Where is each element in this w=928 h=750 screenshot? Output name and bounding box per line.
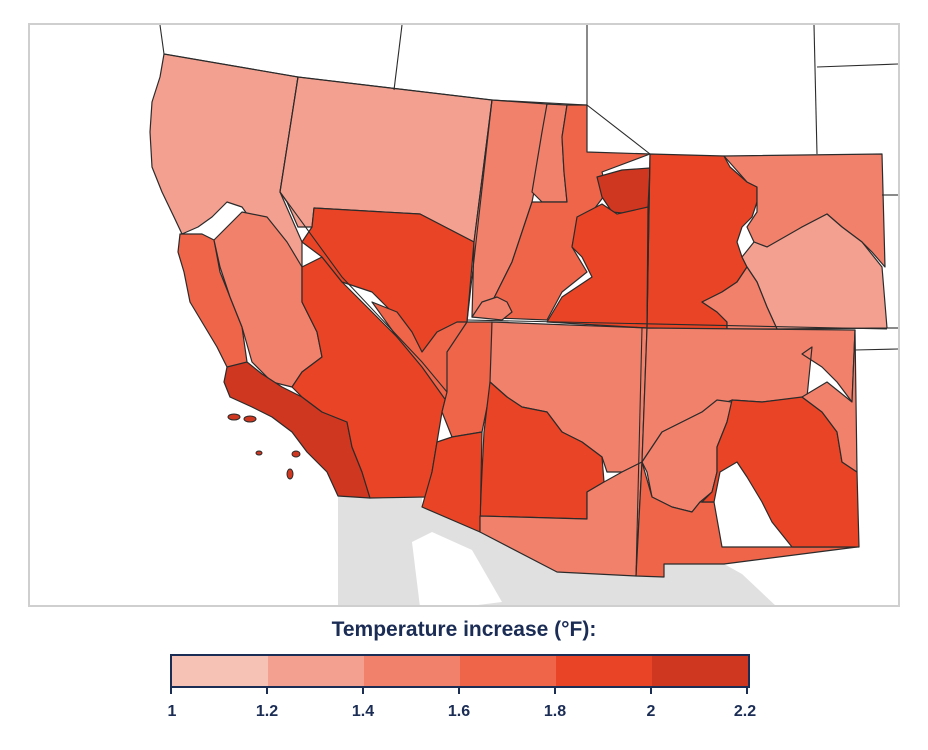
region-east-new-mexico [801, 329, 858, 473]
channel-islands [227, 413, 301, 480]
legend-tick [170, 686, 172, 694]
border-wy [586, 25, 651, 155]
choropleth-map [149, 25, 898, 605]
region-east-utah [546, 203, 649, 329]
border-four-corners-ew [466, 319, 888, 330]
legend-tick [650, 686, 652, 694]
legend-swatch-5 [556, 656, 652, 686]
region-south-new-mexico [635, 461, 858, 578]
legend-tick [362, 686, 364, 694]
baja-gulf [412, 532, 502, 605]
legend-tick-label: 1.4 [351, 703, 375, 720]
border-ok-tx [854, 348, 898, 351]
legend-tick-label: 1.8 [543, 703, 567, 720]
legend-tick-label: 2 [646, 703, 656, 720]
legend-tick [554, 686, 556, 694]
border-or-id [393, 25, 403, 91]
region-central-arizona [479, 381, 605, 520]
legend-swatch-1 [172, 656, 268, 686]
map-frame [28, 23, 900, 607]
border-ca-coast-north [159, 25, 165, 55]
legend-tick-label: 1 [167, 703, 177, 720]
legend-tick-label: 1.2 [255, 703, 279, 720]
border-az-nm [635, 327, 643, 577]
region-south-arizona [479, 461, 643, 577]
border-nv-ut [466, 99, 493, 323]
legend-tick [746, 686, 748, 694]
legend-tick-label: 2.2 [733, 703, 757, 720]
border-sd-ne [816, 63, 898, 68]
legend-title: Temperature increase (°F): [331, 618, 597, 641]
legend-swatch-3 [364, 656, 460, 686]
legend-tick-label: 1.6 [447, 703, 471, 720]
region-central-utah [471, 104, 651, 321]
border-ut-co [646, 153, 651, 329]
legend-tick [266, 686, 268, 694]
legend-color-bar [170, 654, 750, 688]
legend-swatch-6 [652, 656, 748, 686]
border-wy-ne [813, 25, 818, 155]
border-north-outline [163, 53, 588, 106]
region-sw-utah [471, 296, 513, 321]
border-ca-nv [279, 76, 448, 393]
legend-swatch-4 [460, 656, 556, 686]
region-sw-arizona [421, 431, 483, 533]
legend-tick [458, 686, 460, 694]
legend-ticks [170, 686, 750, 696]
legend-swatch-2 [268, 656, 364, 686]
